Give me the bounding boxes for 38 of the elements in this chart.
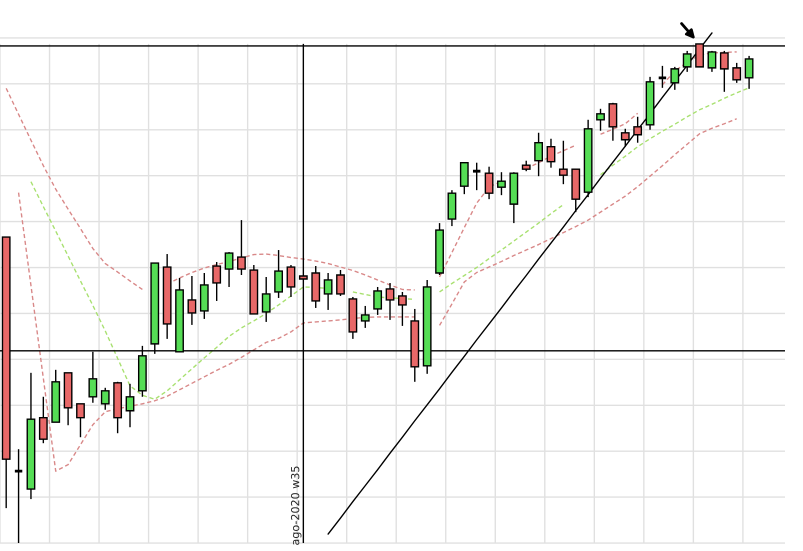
candlestick	[670, 66, 680, 91]
candlestick	[744, 55, 754, 90]
candlestick	[596, 108, 605, 132]
candlestick	[708, 50, 716, 73]
candlestick	[324, 272, 333, 311]
candlestick	[398, 291, 407, 327]
candlestick	[76, 403, 85, 438]
candlestick	[546, 138, 556, 168]
candlestick	[534, 132, 544, 177]
candlestick	[212, 261, 222, 302]
candlestick	[497, 171, 506, 196]
annotation: ago-2020 w35	[290, 466, 302, 545]
candlestick	[522, 160, 531, 172]
candlestick	[360, 305, 370, 329]
candlestick	[274, 249, 283, 299]
candlestick	[386, 282, 394, 321]
candlestick	[472, 162, 482, 191]
candlestick	[100, 387, 110, 410]
candlestick	[682, 50, 692, 73]
candlestick	[237, 219, 246, 276]
candlestick	[720, 50, 729, 93]
candlestick	[286, 264, 296, 298]
candlestick	[262, 276, 271, 323]
candlestick	[336, 269, 345, 297]
candlestick	[224, 251, 234, 288]
candlestick	[558, 140, 568, 185]
candlestick	[633, 116, 642, 144]
candlestick	[126, 383, 134, 428]
candlestick	[608, 102, 618, 142]
candlestick	[460, 162, 469, 195]
candlestick	[188, 275, 196, 326]
candlestick	[732, 62, 742, 84]
candlestick	[13, 448, 24, 544]
candlestick	[373, 286, 382, 316]
candlestick	[620, 128, 630, 148]
candlestick	[657, 65, 668, 89]
candlestick	[484, 166, 494, 200]
candlestick	[38, 396, 48, 444]
